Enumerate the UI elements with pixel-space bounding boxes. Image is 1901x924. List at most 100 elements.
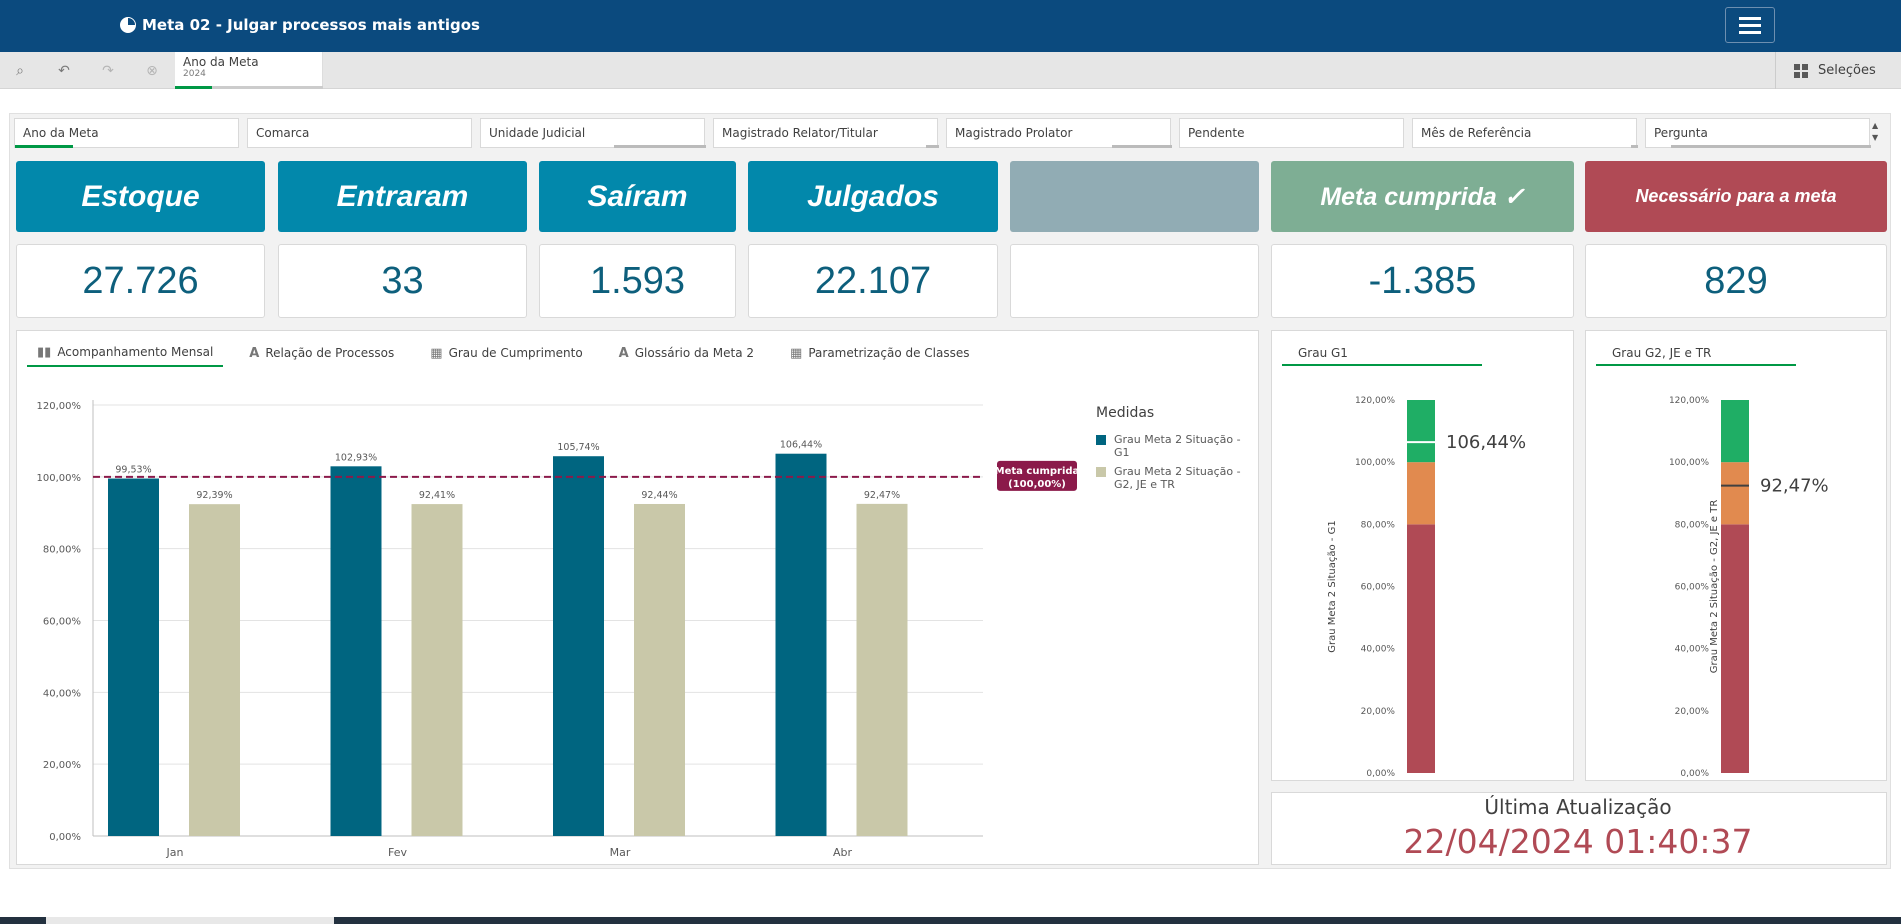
gauge-axis-label: Grau Meta 2 Situação - G2, JE e TR [1709, 500, 1720, 674]
tab-grau-g1[interactable]: Grau G1 [1282, 340, 1482, 366]
gauge-tick-label: 60,00% [1675, 583, 1710, 593]
kpi-julgados-header: Julgados [748, 161, 998, 232]
tab-glossario[interactable]: A Glossário da Meta 2 [618, 345, 755, 361]
bar-jan-g2[interactable] [189, 504, 240, 836]
gauge-band [1407, 400, 1435, 463]
pie-chart-icon [120, 17, 136, 33]
gauge-tick-label: 60,00% [1361, 583, 1396, 593]
filter-magistrado-relator[interactable]: Magistrado Relator/Titular [713, 118, 939, 148]
bar-value-label: 106,44% [780, 440, 822, 451]
bar-mar-g1[interactable] [553, 456, 604, 836]
gauge-tick-label: 0,00% [1366, 769, 1395, 779]
filter-pergunta[interactable]: Pergunta [1645, 118, 1871, 148]
bar-fev-g2[interactable] [411, 504, 463, 836]
current-selection-ano-da-meta[interactable]: Ano da Meta 2024 [175, 52, 323, 89]
gauge-tick-label: 20,00% [1675, 707, 1710, 717]
hamburger-icon [1739, 16, 1761, 20]
step-back-icon[interactable]: ↶ [58, 63, 70, 79]
bar-mar-g2[interactable] [634, 503, 685, 836]
last-update-title: Última Atualização [1484, 795, 1672, 819]
tab-grau-cumprimento[interactable]: ▦ Grau de Cumprimento [430, 345, 583, 361]
gauge-tick-label: 40,00% [1361, 645, 1396, 655]
bar-jan-g1[interactable] [108, 478, 159, 836]
text-a-icon: A [249, 345, 260, 361]
gauge-value-label: 106,44% [1446, 432, 1526, 453]
smart-search-icon[interactable]: ⌕ [16, 63, 24, 79]
x-tick-label: Fev [388, 846, 407, 859]
selections-toolbar: ⌕ ↶ ↷ ⊗ Ano da Meta 2024 Seleções [0, 52, 1901, 89]
legend-item-g2[interactable]: Grau Meta 2 Situação - G2, JE e TR [1096, 465, 1246, 491]
update-panel [1271, 792, 1887, 865]
tab-acompanhamento-mensal[interactable]: ▮▮ Acompanhamento Mensal [27, 339, 224, 367]
selections-grid-icon [1794, 63, 1808, 78]
kpi-estoque-value: 27.726 [16, 244, 265, 318]
kpi-necessario-header: Necessário para a meta [1585, 161, 1887, 232]
table-icon: ▦ [790, 345, 803, 361]
kpi-necessario-value: 829 [1585, 244, 1887, 318]
last-update-value: 22/04/2024 01:40:37 [1403, 822, 1753, 861]
selections-button[interactable]: Seleções [1775, 52, 1901, 89]
gauge-tick-label: 120,00% [1669, 396, 1709, 406]
bar-value-label: 102,93% [335, 452, 377, 463]
bar-chart-icon: ▮▮ [37, 344, 52, 360]
kpi-meta-cumprida-value: -1.385 [1271, 244, 1574, 318]
container-tabs: ▮▮ Acompanhamento Mensal A Relação de Proc… [27, 339, 996, 367]
app-title-text: Meta 02 - Julgar processos mais antigos [142, 16, 480, 34]
reference-label-box [997, 460, 1077, 491]
gauge-band [1721, 524, 1749, 773]
menu-button[interactable] [1725, 7, 1775, 43]
clear-selections-icon[interactable]: ⊗ [146, 63, 158, 79]
gauge-tick-label: 20,00% [1361, 707, 1396, 717]
bar-value-label: 92,47% [864, 490, 900, 501]
filter-comarca[interactable]: Comarca [247, 118, 472, 148]
gauge-tick-label: 100,00% [1355, 458, 1395, 468]
bar-abr-g1[interactable] [775, 453, 827, 836]
filter-scroll-arrows[interactable]: ▲ ▼ [1872, 121, 1879, 142]
kpi-entraram-value: 33 [278, 244, 527, 318]
filter-unidade-judicial[interactable]: Unidade Judicial [480, 118, 706, 148]
x-tick-label: Jan [166, 846, 184, 859]
filter-pendente[interactable]: Pendente [1179, 118, 1404, 148]
gauge-tick-label: 0,00% [1680, 769, 1709, 779]
taskbar [0, 917, 1901, 924]
y-tick-label: 40,00% [43, 688, 81, 699]
tab-grau-g2[interactable]: Grau G2, JE e TR [1596, 340, 1796, 366]
gauge-tick-label: 40,00% [1675, 645, 1710, 655]
reference-label-title: Meta cumprida [995, 466, 1080, 477]
y-tick-label: 60,00% [43, 617, 81, 628]
gauge-band [1407, 462, 1435, 525]
kpi-julgados-value: 22.107 [748, 244, 998, 318]
kpi-empty-header [1010, 161, 1259, 232]
gauge-axis-label: Grau Meta 2 Situação - G1 [1327, 520, 1338, 652]
gauge-tick-label: 80,00% [1675, 520, 1710, 530]
bar-value-label: 92,44% [641, 490, 677, 501]
x-tick-label: Mar [610, 846, 631, 859]
gauge-band [1721, 462, 1749, 525]
bar-abr-g2[interactable] [856, 503, 908, 836]
gauge-tick-label: 80,00% [1361, 520, 1396, 530]
legend-item-g1[interactable]: Grau Meta 2 Situação - G1 [1096, 433, 1246, 459]
tab-relacao-processos[interactable]: A Relação de Processos [249, 345, 395, 361]
gauge-band [1721, 400, 1749, 463]
reference-label-value: (100,00%) [1008, 479, 1066, 490]
kpi-sairam-header: Saíram [539, 161, 736, 232]
x-tick-label: Abr [833, 846, 853, 859]
filter-magistrado-prolator[interactable]: Magistrado Prolator [946, 118, 1172, 148]
bar-fev-g1[interactable] [330, 466, 382, 836]
kpi-meta-cumprida-header: Meta cumprida ✓ [1271, 161, 1574, 232]
y-tick-label: 80,00% [43, 545, 81, 556]
kpi-empty-value [1010, 244, 1259, 318]
app-title: Meta 02 - Julgar processos mais antigos [120, 16, 480, 34]
chart-legend: Medidas Grau Meta 2 Situação - G1 Grau M… [1096, 405, 1246, 497]
kpi-entraram-header: Entraram [278, 161, 527, 232]
step-forward-icon[interactable]: ↷ [102, 63, 114, 79]
filter-ano-da-meta[interactable]: Ano da Meta [14, 118, 239, 148]
filter-mes-referencia[interactable]: Mês de Referência [1412, 118, 1638, 148]
gauge-tick-label: 120,00% [1355, 396, 1395, 406]
tab-parametrizacao[interactable]: ▦ Parametrização de Classes [790, 345, 970, 361]
bar-value-label: 99,53% [115, 465, 151, 476]
gauge-tick-label: 100,00% [1669, 458, 1709, 468]
table-icon: ▦ [430, 345, 443, 361]
